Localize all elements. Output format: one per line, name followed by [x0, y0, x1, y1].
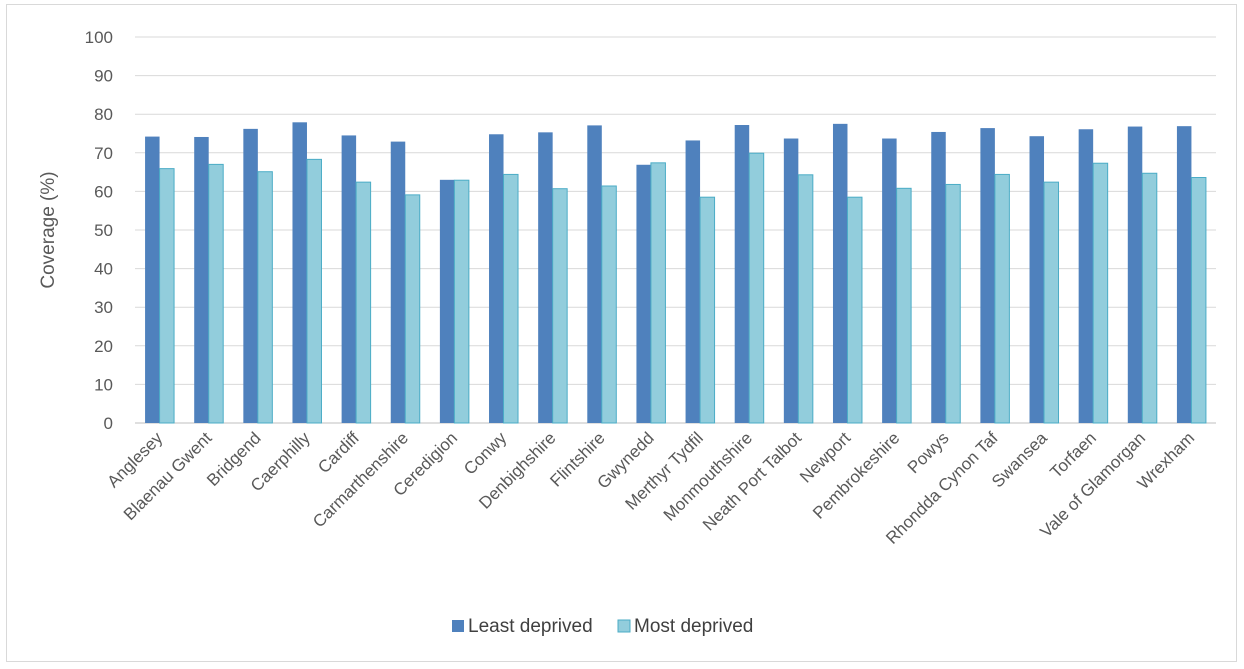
bar-most-deprived: [453, 179, 470, 424]
bar-most-deprived: [355, 181, 372, 424]
bar-most-deprived: [797, 174, 814, 424]
bar-most-deprived: [1092, 162, 1109, 424]
bar-most-deprived: [159, 168, 175, 424]
y-tick-label: 10: [94, 375, 113, 394]
bar-most-deprived: [896, 187, 912, 424]
y-tick-label: 30: [94, 298, 113, 317]
bar-least-deprived: [292, 122, 307, 423]
bar-least-deprived: [390, 141, 406, 423]
legend-swatch: [617, 619, 631, 633]
y-tick-label: 20: [94, 337, 113, 356]
bar-most-deprived: [650, 162, 666, 424]
bar-least-deprived: [685, 140, 701, 423]
bar-most-deprived: [306, 158, 322, 424]
bar-most-deprived: [208, 163, 224, 424]
legend: Least deprived Most deprived: [452, 616, 753, 637]
x-tick-label: Monmouthshire: [660, 428, 756, 524]
bar-least-deprived: [145, 136, 160, 423]
y-tick-label: 70: [94, 144, 113, 163]
bar-least-deprived: [243, 128, 258, 424]
bar-most-deprived: [994, 173, 1010, 424]
bar-least-deprived: [1078, 129, 1094, 423]
bar-most-deprived: [846, 196, 863, 424]
bar-least-deprived: [980, 128, 995, 423]
y-tick-label: 40: [94, 260, 113, 279]
bar-least-deprived: [439, 179, 455, 423]
legend-swatch: [452, 620, 464, 632]
bar-most-deprived: [699, 196, 716, 424]
y-tick-label: 50: [94, 221, 113, 240]
bar-least-deprived: [636, 164, 651, 424]
bar-least-deprived: [587, 125, 602, 424]
bar-least-deprived: [1029, 136, 1045, 423]
bar-most-deprived: [748, 152, 765, 424]
legend-label: Most deprived: [634, 616, 753, 637]
bar-least-deprived: [1176, 126, 1192, 423]
bar-least-deprived: [931, 131, 946, 423]
bar-most-deprived: [945, 183, 961, 424]
y-tick-label: 80: [94, 105, 113, 124]
x-tick-label: Powys: [904, 428, 953, 477]
bar-least-deprived: [783, 138, 799, 423]
bar-least-deprived: [882, 138, 897, 423]
y-axis-title: Coverage (%): [38, 171, 59, 288]
y-axis-ticks: 0 10 20 30 40 50 60 70 80 90 100: [85, 28, 113, 433]
bar-most-deprived: [404, 194, 421, 424]
bar-least-deprived: [538, 132, 553, 424]
bar-least-deprived: [341, 135, 357, 423]
x-tick-label: Cardiff: [314, 428, 363, 477]
bar-most-deprived: [1043, 181, 1060, 424]
bar-least-deprived: [734, 125, 750, 424]
bar-most-deprived: [257, 171, 273, 424]
x-tick-label: Blaenau Gwent: [120, 428, 216, 524]
bar-most-deprived: [601, 185, 617, 424]
bar-least-deprived: [194, 136, 209, 423]
bar-most-deprived: [503, 173, 519, 424]
bar-most-deprived: [552, 188, 568, 424]
legend-label: Least deprived: [468, 616, 593, 637]
y-tick-label: 90: [94, 67, 113, 86]
y-tick-label: 60: [94, 182, 113, 201]
x-tick-label: Pembrokeshire: [809, 428, 903, 522]
bar-least-deprived: [832, 123, 848, 423]
x-tick-label: Swansea: [988, 428, 1051, 491]
bar-most-deprived: [1190, 177, 1207, 424]
bar-least-deprived: [1127, 126, 1143, 423]
bar-least-deprived: [489, 134, 504, 423]
y-tick-label: 0: [104, 414, 113, 433]
bars: [145, 122, 1207, 424]
y-tick-label: 100: [85, 28, 113, 47]
bar-most-deprived: [1141, 172, 1158, 424]
